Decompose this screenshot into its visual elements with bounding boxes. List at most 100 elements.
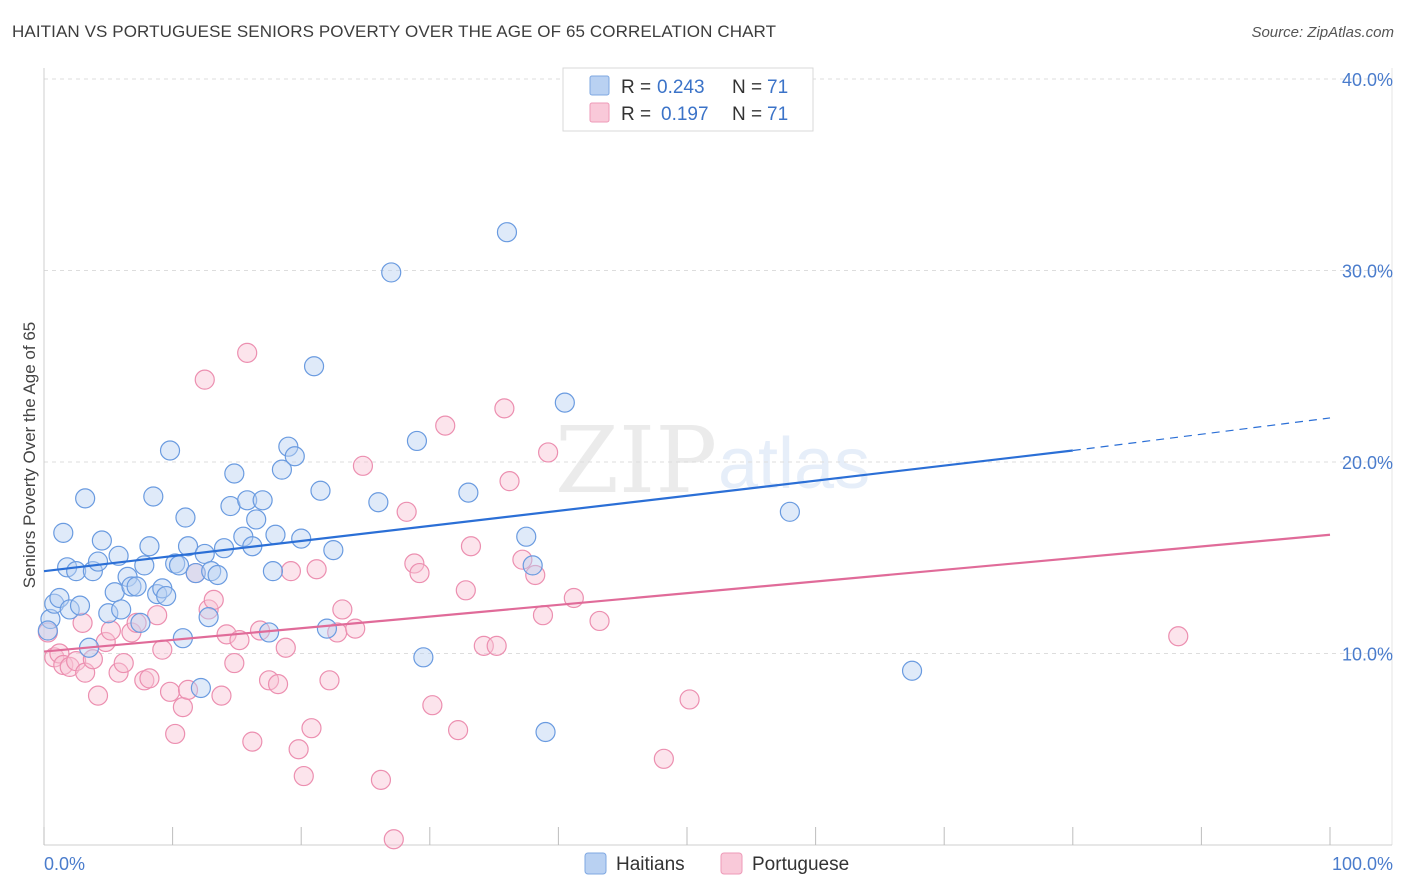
portuguese-point-59 xyxy=(486,635,507,656)
portuguese-point-43 xyxy=(319,670,340,691)
portuguese-point-8 xyxy=(82,649,103,670)
portuguese-point-41 xyxy=(301,718,322,739)
portuguese-point-62 xyxy=(512,549,533,570)
haitian-point-37 xyxy=(201,561,222,582)
portuguese-point-27 xyxy=(203,589,224,610)
portuguese-point-12 xyxy=(108,662,129,683)
chart-title: HAITIAN VS PORTUGUESE SENIORS POVERTY OV… xyxy=(12,22,777,41)
portuguese-point-20 xyxy=(159,681,181,702)
portuguese-point-6 xyxy=(72,612,93,633)
legend-r-value-1: 0.243 xyxy=(657,77,705,98)
haitian-point-68 xyxy=(779,501,800,522)
haitian-point-36 xyxy=(198,607,219,628)
haitian-point-63 xyxy=(496,222,518,243)
haitian-point-22 xyxy=(139,536,160,557)
haitian-point-13 xyxy=(98,603,119,624)
haitian-point-61 xyxy=(413,647,434,668)
bottom-legend: Haitians Portuguese xyxy=(584,852,849,875)
y-tick-label-30: 30.0% xyxy=(1342,262,1393,282)
haitian-point-23 xyxy=(143,486,164,507)
source-label: Source: ZipAtlas.com xyxy=(1251,24,1394,41)
haitian-point-52 xyxy=(284,446,305,467)
haitian-point-67 xyxy=(554,392,575,413)
portuguese-point-37 xyxy=(275,637,296,658)
y-axis-label: Seniors Poverty Over the Age of 65 xyxy=(20,322,39,588)
legend-n-value-2: 71 xyxy=(767,104,788,125)
legend: R = 0.243 N = 71 R = 0.197 N = 71 xyxy=(562,67,814,132)
portuguese-point-26 xyxy=(198,599,219,620)
haitian-point-41 xyxy=(224,463,245,484)
portuguese-point-33 xyxy=(242,731,263,752)
haitian-point-2 xyxy=(49,587,70,609)
haitian-point-50 xyxy=(271,459,293,480)
legend-n-value-1: 71 xyxy=(767,77,788,98)
haitian-point-60 xyxy=(406,430,428,452)
haitian-point-55 xyxy=(310,480,331,501)
bottom-legend-swatch-haitians xyxy=(584,852,607,875)
portuguese-point-28 xyxy=(211,685,232,706)
portuguese-point-13 xyxy=(113,652,134,674)
portuguese-point-36 xyxy=(267,674,289,695)
x-tick-label-max: 100.0% xyxy=(1332,854,1393,874)
haitian-point-20 xyxy=(130,612,151,633)
portuguese-point-65 xyxy=(538,442,559,463)
haitian-point-19 xyxy=(126,576,147,597)
haitian-point-38 xyxy=(207,564,228,586)
haitian-trend-line xyxy=(43,449,1073,573)
watermark-zip: ZIP xyxy=(555,407,717,514)
haitian-point-15 xyxy=(108,545,129,566)
legend-r-value-2: 0.197 xyxy=(661,104,709,125)
haitian-point-46 xyxy=(252,490,273,511)
portuguese-point-39 xyxy=(288,739,309,760)
portuguese-point-55 xyxy=(447,719,469,741)
portuguese-point-9 xyxy=(87,685,109,706)
portuguese-point-22 xyxy=(172,697,193,718)
haitian-point-34 xyxy=(190,677,211,699)
haitian-point-62 xyxy=(458,482,479,503)
haitian-point-29 xyxy=(168,555,190,576)
bottom-legend-portuguese: Portuguese xyxy=(752,854,849,875)
portuguese-point-21 xyxy=(165,723,186,745)
haitian-point-57 xyxy=(323,539,344,561)
portuguese-point-67 xyxy=(589,610,610,632)
portuguese-point-40 xyxy=(293,765,314,787)
portuguese-point-54 xyxy=(435,415,456,436)
trend-lines xyxy=(43,417,1331,653)
portuguese-point-17 xyxy=(139,668,160,689)
portuguese-point-70 xyxy=(1168,626,1189,647)
haitian-points xyxy=(37,222,923,743)
portuguese-point-11 xyxy=(100,620,121,641)
haitian-point-18 xyxy=(121,576,142,597)
haitian-point-56 xyxy=(316,618,338,639)
portuguese-point-53 xyxy=(422,695,443,716)
haitian-trend-extension xyxy=(1072,417,1331,452)
y-tick-label-40: 40.0% xyxy=(1342,70,1393,90)
haitian-point-33 xyxy=(185,562,206,584)
haitian-point-31 xyxy=(175,507,196,528)
bottom-legend-haitians: Haitians xyxy=(616,854,685,875)
watermark: ZIP atlas xyxy=(555,407,870,514)
portuguese-point-23 xyxy=(177,679,199,700)
portuguese-point-32 xyxy=(237,342,258,363)
haitian-point-70 xyxy=(37,620,58,641)
portuguese-point-48 xyxy=(370,769,392,790)
haitian-point-66 xyxy=(535,721,556,743)
haitian-point-26 xyxy=(156,585,177,607)
y-tick-label-10: 10.0% xyxy=(1342,645,1393,665)
portuguese-point-61 xyxy=(499,471,520,492)
watermark-atlas: atlas xyxy=(718,424,870,504)
haitian-point-58 xyxy=(368,492,389,513)
bottom-legend-swatch-portuguese xyxy=(720,852,743,875)
haitian-point-45 xyxy=(246,509,267,530)
haitian-point-48 xyxy=(262,561,284,582)
haitian-point-5 xyxy=(59,599,80,620)
haitian-point-54 xyxy=(303,356,325,377)
grid-lines xyxy=(44,68,1393,845)
legend-swatch-portuguese xyxy=(589,102,610,123)
portuguese-point-64 xyxy=(532,605,554,626)
haitian-point-53 xyxy=(291,528,312,549)
haitian-point-27 xyxy=(159,440,181,461)
portuguese-point-18 xyxy=(147,605,168,626)
portuguese-point-49 xyxy=(383,829,404,850)
